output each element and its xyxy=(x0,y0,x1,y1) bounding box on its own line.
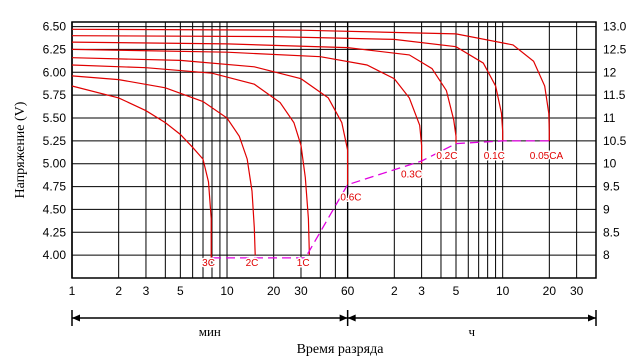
left-tick-label: 5.00 xyxy=(43,157,67,171)
left-tick-label: 4.75 xyxy=(43,180,67,194)
left-tick-label: 4.25 xyxy=(43,225,67,239)
right-tick-label: 9 xyxy=(603,202,610,216)
curve-label-02c: 0.2C xyxy=(436,151,457,162)
discharge-curve-005ca xyxy=(71,28,550,141)
right-tick-label: 12.5 xyxy=(603,42,627,56)
discharge-curve-2c xyxy=(71,75,256,256)
right-tick-label: 8 xyxy=(603,248,610,262)
left-tick-label: 4.50 xyxy=(43,202,67,216)
right-tick-label: 13.0 xyxy=(603,20,627,34)
left-tick-label: 5.50 xyxy=(43,111,67,125)
left-tick-label: 6.25 xyxy=(43,42,67,56)
grid-layer xyxy=(71,21,597,279)
curve-label-01c: 0.1C xyxy=(484,151,505,162)
right-tick-label: 11 xyxy=(603,111,616,125)
x-tick-label-min: 60 xyxy=(341,284,355,298)
discharge-curve-3c xyxy=(71,85,212,263)
range-bracket-arrow xyxy=(588,314,596,322)
x-tick-label-h: 2 xyxy=(391,284,398,298)
left-tick-label: 4.00 xyxy=(43,248,67,262)
curve-label-005ca: 0.05CA xyxy=(530,151,564,162)
x-tick-label-h: 10 xyxy=(496,284,510,298)
curve-label-3c: 3C xyxy=(202,258,215,269)
x-tick-label-h: 30 xyxy=(570,284,584,298)
discharge-curve-06c xyxy=(71,57,349,185)
right-tick-label: 10 xyxy=(603,157,617,171)
cutoff-voltage-line xyxy=(212,140,550,259)
range-bracket-arrow xyxy=(339,314,348,322)
curve-label-1c: 1C xyxy=(297,258,310,269)
plot-frame xyxy=(71,21,597,279)
curve-label-03c: 0.3C xyxy=(401,169,422,180)
discharge-curve-01c xyxy=(71,35,504,141)
x-tick-label-h: 3 xyxy=(418,284,425,298)
range-bracket-arrow xyxy=(72,314,80,322)
right-tick-label: 11.5 xyxy=(603,88,626,102)
discharge-curve-1c xyxy=(71,64,310,256)
label-layer: 3C 2C 1C 0.6C 0.3C 0.2C 0.1C 0.05CA xyxy=(201,150,565,271)
x-tick-label-min: 1 xyxy=(69,284,76,298)
x-tick-label-min: 10 xyxy=(220,284,234,298)
x-tick-label-h: 20 xyxy=(543,284,557,298)
right-tick-label: 8.5 xyxy=(603,225,620,239)
curve-label-2c: 2C xyxy=(246,258,259,269)
x-tick-label-h: 5 xyxy=(453,284,460,298)
x-tick-label-min: 5 xyxy=(177,284,184,298)
left-tick-label: 6.50 xyxy=(43,20,67,34)
axis-layer: 6.50 6.25 6.00 5.75 5.50 5.25 5.00 4.75 4.50 4.25… xyxy=(13,20,627,357)
discharge-curve-03c xyxy=(71,48,423,164)
range-bracket-arrow xyxy=(347,314,356,322)
discharge-curve-02c xyxy=(71,41,457,144)
y-axis-title: Напряжение (V) xyxy=(13,101,28,198)
right-tick-label: 10.5 xyxy=(603,134,627,148)
cutoff-layer xyxy=(212,140,550,259)
right-tick-label: 12 xyxy=(603,65,617,79)
x-tick-label-min: 3 xyxy=(143,284,150,298)
right-tick-label: 9.5 xyxy=(603,180,620,194)
left-tick-label: 5.25 xyxy=(43,134,67,148)
left-tick-label: 5.75 xyxy=(43,88,67,102)
x-axis-title: Время разряда xyxy=(297,342,385,357)
x-tick-label-min: 20 xyxy=(267,284,281,298)
curve-label-06c: 0.6C xyxy=(340,192,361,203)
unit-label-minutes: мин xyxy=(199,324,221,339)
x-tick-label-min: 2 xyxy=(115,284,122,298)
x-tick-label-min: 30 xyxy=(294,284,308,298)
unit-label-hours: ч xyxy=(469,324,476,339)
left-tick-label: 6.00 xyxy=(43,65,67,79)
curve-layer xyxy=(71,28,550,263)
